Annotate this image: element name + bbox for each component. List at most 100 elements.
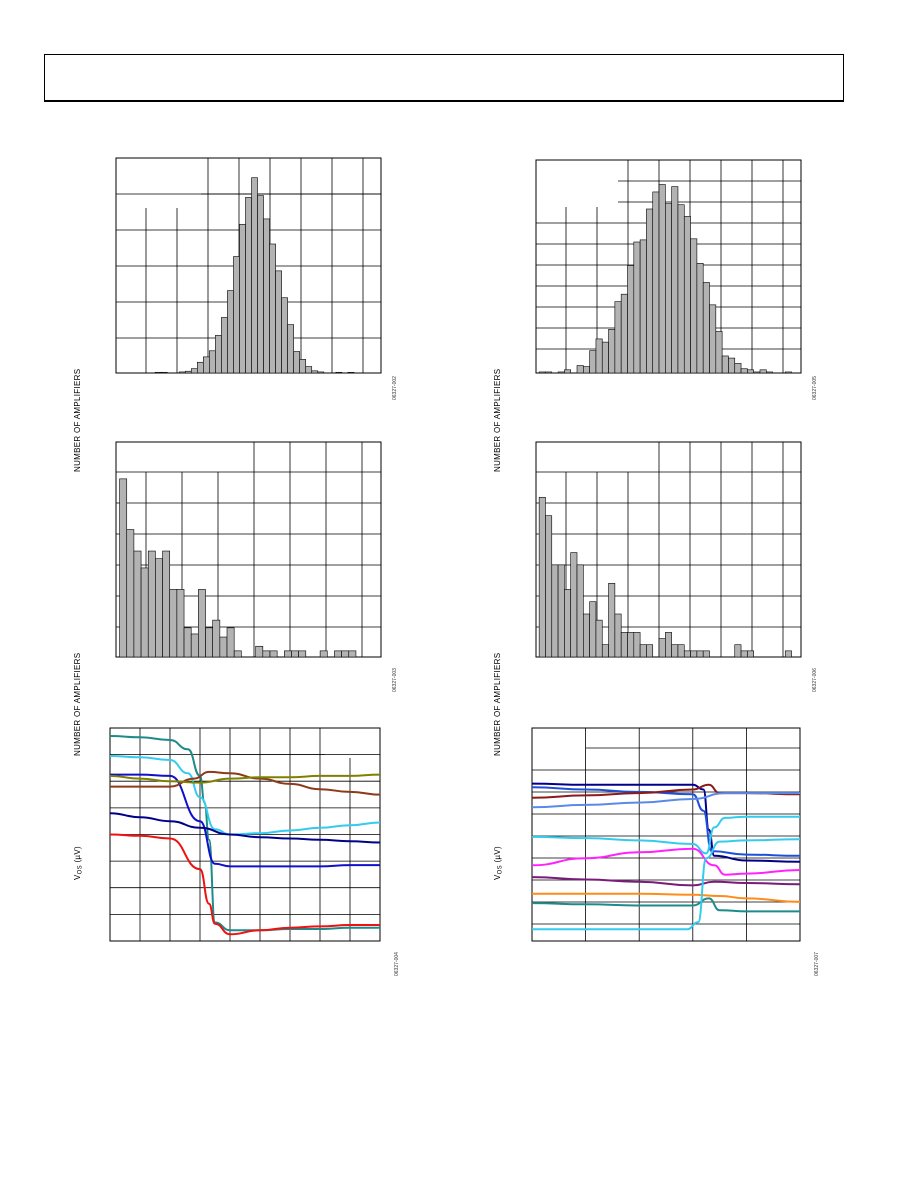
series-line-7: [109, 833, 380, 936]
histogram-bar: [595, 619, 603, 658]
histogram-chart-2: NUMBER OF AMPLIFIERS 06327-005: [480, 150, 830, 472]
histogram-3-svg: NUMBER OF AMPLIFIERS 06327-003: [73, 441, 398, 756]
histogram-bar: [255, 645, 264, 658]
histogram-bar: [639, 644, 647, 658]
histogram-chart-3: NUMBER OF AMPLIFIERS 06327-003: [60, 434, 410, 756]
histogram-bar: [614, 613, 622, 658]
histogram-bar: [784, 650, 792, 658]
histogram-bar: [696, 650, 704, 658]
histogram-bar: [633, 241, 641, 374]
histogram-bar: [287, 324, 294, 374]
y-axis-label: VOS (µV): [493, 846, 504, 880]
histogram-bar: [162, 550, 171, 658]
histogram-bar: [702, 650, 710, 658]
histogram-bar: [281, 297, 288, 374]
histogram-bar: [169, 589, 178, 658]
histogram-bar: [589, 350, 597, 374]
histogram-bar: [627, 632, 635, 658]
histogram-bar: [709, 304, 717, 374]
histogram-bar: [219, 636, 228, 658]
histogram-bar: [652, 191, 660, 374]
histogram-bar: [576, 564, 584, 658]
histogram-bar: [557, 371, 565, 374]
histogram-bar: [245, 197, 252, 374]
series-line-5: [531, 815, 800, 855]
histogram-bar: [205, 627, 213, 658]
histogram-bar: [601, 644, 609, 658]
histogram-bar: [683, 216, 691, 374]
histogram-bar: [341, 650, 350, 658]
histogram-bar: [734, 363, 742, 374]
histogram-bar: [765, 371, 773, 374]
histogram-bar: [734, 644, 742, 658]
line-chart-2-svg: VOS (µV) 06327-007: [493, 727, 820, 976]
histogram-bar: [740, 650, 748, 658]
histogram-bar: [119, 478, 128, 658]
histogram-bar: [284, 650, 292, 658]
histogram-bar: [160, 371, 168, 374]
histogram-bar: [538, 496, 546, 658]
histogram-bar: [233, 256, 240, 374]
line-chart-vos-1: VOS (µV) 06327-004: [60, 720, 410, 980]
histogram-bar: [209, 350, 216, 374]
histogram-bar: [269, 650, 278, 658]
histogram-bar: [348, 650, 357, 658]
histogram-bar: [683, 650, 691, 658]
series-line-6: [109, 812, 381, 844]
histogram-bar: [269, 243, 276, 374]
histogram-bar: [140, 567, 149, 658]
histogram-4-svg: NUMBER OF AMPLIFIERS 06327-006: [493, 441, 818, 756]
histogram-bar: [665, 203, 672, 374]
histogram-bar: [126, 529, 135, 658]
histogram-bar: [583, 613, 590, 658]
histogram-bar: [570, 552, 578, 658]
histogram-bar: [721, 355, 729, 374]
histogram-bar: [753, 371, 761, 374]
histogram-bar: [728, 357, 736, 374]
histogram-bar: [589, 601, 597, 658]
histogram-bar: [221, 317, 228, 374]
histogram-bar: [658, 184, 666, 374]
histogram-bar: [155, 558, 163, 658]
histogram-bar: [538, 371, 546, 374]
series-line-4: [110, 770, 381, 796]
series-line-9: [531, 897, 800, 913]
line-chart-1-svg: VOS (µV) 06327-004: [73, 727, 400, 976]
histogram-bar: [564, 369, 571, 374]
histogram-chart-4: NUMBER OF AMPLIFIERS 06327-006: [480, 434, 830, 756]
histogram-bar: [715, 331, 723, 374]
histogram-bar: [178, 371, 186, 374]
histogram-bar: [696, 263, 704, 374]
series-line-1: [109, 735, 380, 932]
histogram-bar: [608, 582, 616, 658]
bars: [154, 177, 355, 374]
plot-frame: [531, 727, 801, 942]
bars: [538, 496, 792, 658]
histogram-bar: [557, 564, 565, 658]
figure-id: 06327-004: [394, 952, 400, 976]
bars: [538, 184, 792, 374]
histogram-bar: [305, 366, 313, 374]
y-axis-label: NUMBER OF AMPLIFIERS: [493, 369, 502, 472]
histogram-bar: [608, 329, 616, 374]
figure-id: 06327-006: [812, 668, 818, 692]
series-line-1: [531, 782, 801, 863]
series-line-2: [109, 755, 381, 836]
histogram-bar: [747, 369, 754, 374]
histogram-2-svg: NUMBER OF AMPLIFIERS 06327-005: [493, 159, 818, 472]
histogram-bar: [262, 650, 271, 658]
histogram-chart-1: NUMBER OF AMPLIFIERS 06327-002: [60, 150, 410, 472]
histogram-bar: [677, 204, 685, 374]
histogram-bar: [257, 195, 264, 374]
histogram-bar: [671, 186, 679, 374]
series-line-8: [532, 892, 801, 903]
histogram-bar: [298, 650, 307, 658]
histogram-bar: [184, 370, 192, 374]
series-line-6: [531, 847, 801, 876]
series-line-3: [531, 783, 801, 799]
y-axis-label: NUMBER OF AMPLIFIERS: [73, 369, 82, 472]
histogram-bar: [620, 293, 628, 374]
bars: [119, 478, 357, 658]
histogram-1-svg: NUMBER OF AMPLIFIERS 06327-002: [73, 157, 398, 472]
histogram-bar: [197, 361, 204, 374]
